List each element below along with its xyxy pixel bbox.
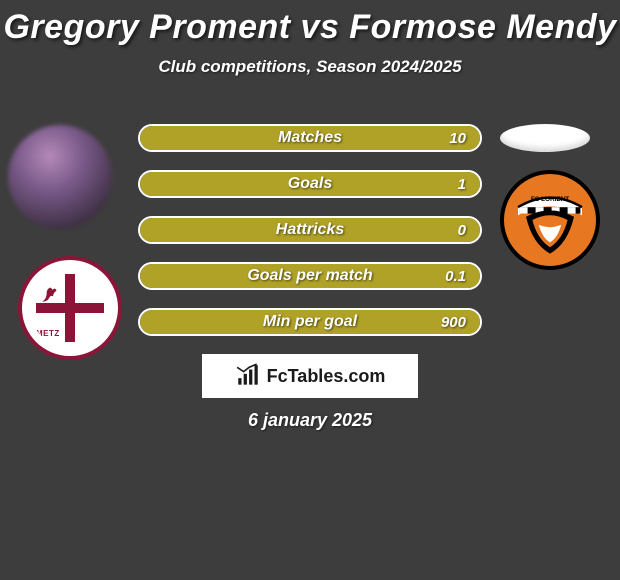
stat-row: Goals per match 0.1 (138, 262, 482, 290)
brand-box: FcTables.com (202, 354, 418, 398)
dragon-icon (38, 278, 64, 308)
stat-row: Matches 10 (138, 124, 482, 152)
stat-value-right: 0.1 (445, 268, 466, 285)
lorient-icon: FC LORIENT (510, 180, 590, 260)
club-right-badge: FC LORIENT (500, 170, 600, 270)
bar-chart-icon (235, 363, 261, 389)
club-left-badge: METZ (22, 260, 118, 356)
subtitle: Club competitions, Season 2024/2025 (0, 57, 620, 77)
club-left-tag: METZ (36, 329, 60, 338)
stat-value-right: 900 (441, 314, 466, 331)
date-label: 6 january 2025 (0, 410, 620, 431)
stat-value-right: 10 (449, 130, 466, 147)
stat-value-right: 0 (458, 222, 466, 239)
stat-label: Min per goal (263, 313, 357, 331)
stat-row: Hattricks 0 (138, 216, 482, 244)
page-title: Gregory Proment vs Formose Mendy (0, 0, 620, 47)
stat-label: Hattricks (276, 221, 344, 239)
stats-bars: Matches 10 Goals 1 Hattricks 0 Goals per match… (138, 124, 482, 354)
player-left-avatar (8, 125, 112, 229)
brand-text: FcTables.com (267, 366, 386, 387)
stat-row: Goals 1 (138, 170, 482, 198)
stat-value-right: 1 (458, 176, 466, 193)
stat-label: Matches (278, 129, 342, 147)
stat-row: Min per goal 900 (138, 308, 482, 336)
stat-label: Goals per match (247, 267, 372, 285)
svg-text:FC LORIENT: FC LORIENT (531, 196, 569, 203)
stat-label: Goals (288, 175, 332, 193)
player-right-avatar (500, 124, 590, 152)
